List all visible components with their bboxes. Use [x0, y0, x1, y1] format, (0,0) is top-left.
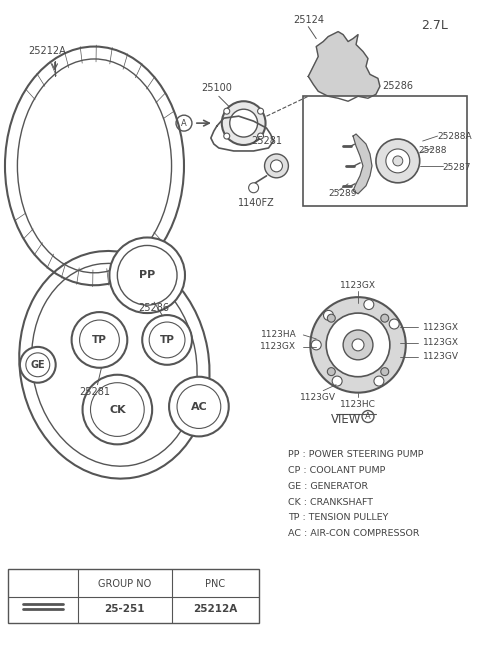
Text: CK: CK — [109, 405, 126, 415]
Circle shape — [20, 347, 56, 383]
Circle shape — [362, 411, 374, 422]
Text: GE : GENERATOR: GE : GENERATOR — [288, 481, 369, 491]
Circle shape — [327, 314, 336, 322]
Circle shape — [26, 353, 50, 377]
Text: GROUP NO: GROUP NO — [98, 578, 151, 589]
Polygon shape — [308, 31, 380, 102]
Circle shape — [343, 330, 373, 360]
Circle shape — [224, 108, 230, 114]
Text: 25287: 25287 — [443, 163, 471, 172]
Text: TP: TP — [160, 335, 175, 345]
Text: AC : AIR-CON COMPRESSOR: AC : AIR-CON COMPRESSOR — [288, 529, 420, 538]
Circle shape — [332, 376, 342, 386]
Text: 25-251: 25-251 — [105, 605, 145, 614]
Text: TP: TP — [92, 335, 107, 345]
Circle shape — [376, 139, 420, 183]
Text: AC: AC — [191, 402, 207, 411]
Text: 1123GX: 1123GX — [423, 339, 459, 347]
Text: 25281: 25281 — [251, 136, 282, 146]
Circle shape — [393, 156, 403, 166]
Circle shape — [83, 375, 152, 444]
Text: 1123GX: 1123GX — [340, 281, 376, 290]
Text: 25286: 25286 — [382, 81, 413, 91]
Circle shape — [364, 299, 374, 310]
Circle shape — [117, 246, 177, 305]
Circle shape — [80, 320, 120, 360]
Circle shape — [169, 377, 229, 436]
Circle shape — [374, 376, 384, 386]
Text: 25288: 25288 — [419, 147, 447, 155]
Text: 1123GV: 1123GV — [300, 392, 336, 402]
Text: A: A — [365, 412, 371, 421]
Bar — [303, 96, 468, 206]
Circle shape — [326, 313, 390, 377]
Circle shape — [381, 314, 389, 322]
Circle shape — [91, 383, 144, 436]
Text: 25212A: 25212A — [28, 47, 66, 56]
Circle shape — [177, 384, 221, 428]
Text: 25212A: 25212A — [193, 605, 238, 614]
Bar — [8, 569, 259, 624]
Circle shape — [264, 154, 288, 178]
Circle shape — [271, 160, 282, 172]
Text: 25289: 25289 — [328, 189, 357, 198]
Circle shape — [222, 102, 265, 145]
Text: 1123GX: 1123GX — [423, 322, 459, 331]
Circle shape — [109, 238, 185, 313]
Text: 2.7L: 2.7L — [420, 19, 447, 31]
Text: 1123HA: 1123HA — [261, 331, 296, 339]
Circle shape — [142, 315, 192, 365]
Circle shape — [386, 149, 410, 173]
Circle shape — [327, 367, 336, 375]
Text: CP : COOLANT PUMP: CP : COOLANT PUMP — [288, 466, 386, 475]
Text: CK : CRANKSHAFT: CK : CRANKSHAFT — [288, 498, 373, 506]
Circle shape — [258, 108, 264, 114]
Text: TP : TENSION PULLEY: TP : TENSION PULLEY — [288, 514, 389, 523]
Circle shape — [381, 367, 389, 375]
Text: PP : POWER STEERING PUMP: PP : POWER STEERING PUMP — [288, 450, 424, 458]
Text: 1123GV: 1123GV — [423, 352, 459, 362]
Text: 1140FZ: 1140FZ — [238, 198, 275, 208]
Text: PP: PP — [139, 271, 156, 280]
Polygon shape — [353, 134, 372, 194]
Circle shape — [258, 133, 264, 139]
Text: 25100: 25100 — [202, 83, 232, 93]
Text: PNC: PNC — [205, 578, 226, 589]
Text: 25124: 25124 — [293, 14, 324, 25]
Text: 1123GX: 1123GX — [260, 343, 296, 351]
Circle shape — [324, 310, 334, 320]
Circle shape — [149, 322, 185, 358]
Text: VIEW: VIEW — [331, 413, 361, 426]
Text: 25288A: 25288A — [438, 132, 472, 141]
Text: A: A — [181, 119, 187, 128]
Circle shape — [72, 312, 127, 367]
Circle shape — [224, 133, 230, 139]
Circle shape — [312, 340, 321, 350]
Text: 1123HC: 1123HC — [340, 400, 376, 409]
Text: 25281: 25281 — [79, 386, 110, 397]
Text: 25286: 25286 — [139, 303, 169, 313]
Text: GE: GE — [30, 360, 45, 370]
Circle shape — [352, 339, 364, 351]
Circle shape — [389, 319, 399, 329]
Circle shape — [310, 297, 406, 392]
Circle shape — [230, 109, 258, 137]
Circle shape — [249, 183, 259, 193]
